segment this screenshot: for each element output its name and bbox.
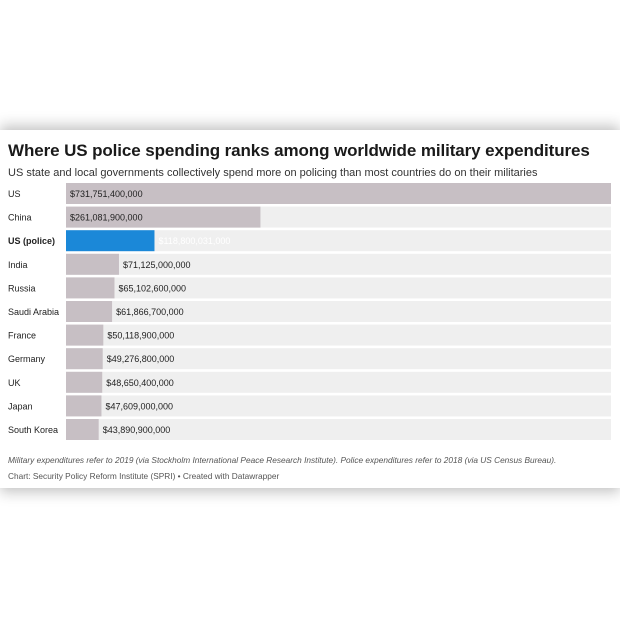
bar-track	[66, 348, 611, 370]
category-label: US	[8, 189, 21, 199]
source-separator: •	[175, 471, 183, 481]
bar-track	[66, 395, 611, 417]
category-label: Germany	[8, 354, 46, 364]
category-label: China	[8, 213, 32, 223]
bar-chart: US $731,751,400,000 China $261,081,900,000 U…	[8, 183, 611, 440]
category-label: US (police)	[8, 236, 55, 246]
value-label: $47,609,000,000	[105, 401, 173, 411]
chart-source: Chart: Security Policy Reform Institute …	[8, 471, 279, 481]
value-label: $65,102,600,000	[118, 283, 186, 293]
category-label: UK	[8, 378, 21, 388]
chart-title: Where US police spending ranks among wor…	[8, 141, 590, 160]
chart-notes: Military expenditures refer to 2019 (via…	[8, 455, 557, 465]
bar	[66, 277, 115, 299]
category-label: Japan	[8, 401, 33, 411]
bar-track	[66, 253, 611, 275]
bar	[66, 253, 119, 275]
bar	[66, 324, 104, 346]
bar	[66, 395, 102, 417]
category-label: South Korea	[8, 425, 58, 435]
bar-track	[66, 230, 611, 252]
category-label: France	[8, 331, 36, 341]
bar	[66, 371, 103, 393]
bar	[66, 206, 261, 228]
source-credit: Chart: Security Policy Reform Institute …	[8, 471, 176, 481]
value-label: $261,081,900,000	[70, 213, 143, 223]
value-label: $48,650,400,000	[106, 378, 174, 388]
category-label: Saudi Arabia	[8, 307, 59, 317]
chart-subtitle: US state and local governments collectiv…	[8, 167, 538, 179]
tool-credit: Created with Datawrapper	[182, 471, 280, 481]
bar	[66, 301, 113, 322]
category-label: Russia	[8, 283, 36, 293]
value-label: $118,800,031,000	[158, 236, 230, 246]
bar-track	[66, 301, 611, 322]
value-label: $49,276,800,000	[107, 354, 175, 364]
bar	[66, 419, 99, 440]
bar	[66, 348, 103, 370]
value-label: $50,118,900,000	[107, 331, 174, 341]
bar	[66, 183, 611, 204]
chart-card: Where US police spending ranks among wor…	[0, 130, 620, 488]
bar-track	[66, 324, 611, 346]
bar	[66, 230, 155, 252]
value-label: $731,751,400,000	[70, 189, 143, 199]
value-label: $61,866,700,000	[116, 307, 184, 317]
bar-track	[66, 419, 611, 440]
value-label: $71,125,000,000	[123, 260, 191, 270]
bar-track	[66, 371, 611, 393]
bar-track	[66, 277, 611, 299]
category-label: India	[8, 260, 28, 270]
value-label: $43,890,900,000	[103, 425, 171, 435]
